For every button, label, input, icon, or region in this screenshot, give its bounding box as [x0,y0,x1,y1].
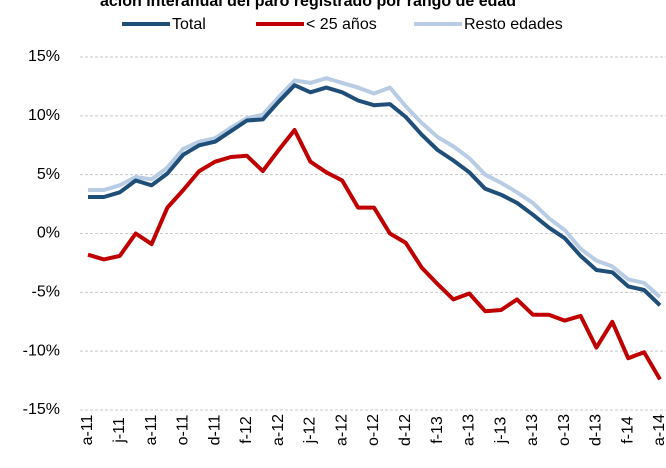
x-tick-label: a-11 [79,414,96,445]
legend-label: Total [172,16,206,33]
x-tick-label: a-11 [143,414,160,445]
x-tick-label: o-11 [175,414,192,445]
legend-label: < 25 años [306,16,377,33]
x-tick-label: a-12 [270,414,287,446]
y-tick-label: 0% [37,225,60,242]
x-tick-label: a-13 [461,414,478,446]
y-tick-label: -15% [23,401,60,418]
x-tick-label: f-14 [619,416,636,444]
x-tick-label: d-13 [588,414,605,446]
legend-label: Resto edades [464,16,563,33]
x-tick-label: o-13 [556,414,573,446]
x-tick-label: j-12 [302,417,319,445]
x-tick-label: d-12 [397,414,414,446]
x-tick-label: j-13 [492,417,509,445]
series-line [88,83,662,307]
series-line [88,76,662,299]
x-tick-label: a-13 [524,414,541,446]
x-tick-label: a-12 [333,414,350,446]
x-tick-label: f-12 [238,416,255,444]
y-tick-label: -5% [32,284,60,301]
y-tick-label: 15% [28,48,60,65]
x-tick-label: o-12 [365,414,382,446]
x-tick-label: d-11 [206,414,223,445]
y-tick-label: 5% [37,166,60,183]
y-tick-label: 10% [28,107,60,124]
chart-title: ación interanual del paro registrado por… [100,0,516,10]
series-line [87,128,662,381]
x-tick-label: f-13 [429,416,446,444]
x-tick-label: a-14 [651,414,666,446]
x-tick-label: j-11 [111,417,128,444]
y-tick-label: -10% [23,342,60,359]
